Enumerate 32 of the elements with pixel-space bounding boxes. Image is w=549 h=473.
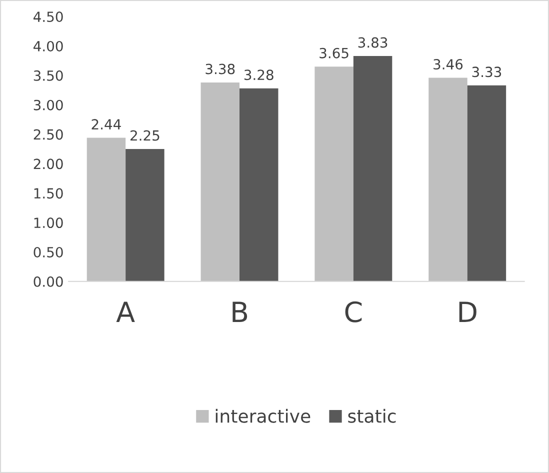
legend-label: static bbox=[348, 408, 396, 423]
bar bbox=[353, 56, 392, 282]
y-tick-label: 2.50 bbox=[34, 129, 63, 140]
y-tick-label: 0.00 bbox=[34, 276, 63, 287]
data-label: 3.38 bbox=[206, 64, 235, 74]
y-tick-label: 3.50 bbox=[34, 70, 63, 81]
data-label: 2.44 bbox=[92, 119, 121, 130]
x-tick-label: B bbox=[232, 302, 248, 322]
data-label: 3.46 bbox=[434, 59, 463, 70]
data-label: 2.25 bbox=[130, 130, 160, 141]
legend-label: interactive bbox=[216, 408, 310, 423]
data-label: 3.83 bbox=[358, 37, 388, 48]
bar bbox=[240, 88, 278, 282]
y-tick-label: 4.50 bbox=[34, 12, 63, 22]
y-tick-label: 1.00 bbox=[34, 218, 63, 228]
bar bbox=[314, 66, 354, 282]
x-tick-label: C bbox=[345, 301, 362, 322]
data-label: 3.28 bbox=[244, 70, 274, 80]
bar bbox=[126, 148, 164, 282]
data-label: 3.65 bbox=[320, 48, 348, 58]
y-tick-label: 2.00 bbox=[34, 158, 63, 170]
bar bbox=[467, 85, 506, 282]
y-tick-label: 4.00 bbox=[34, 40, 63, 52]
bar bbox=[200, 82, 240, 282]
y-tick-label: 1.50 bbox=[34, 188, 63, 199]
data-label: 3.33 bbox=[472, 66, 502, 78]
bar bbox=[86, 138, 126, 282]
y-tick-label: 3.00 bbox=[34, 100, 63, 110]
x-tick-label: D bbox=[459, 302, 476, 322]
y-tick-label: 0.50 bbox=[34, 246, 63, 258]
x-tick-label: A bbox=[116, 302, 135, 322]
bar bbox=[428, 78, 468, 282]
